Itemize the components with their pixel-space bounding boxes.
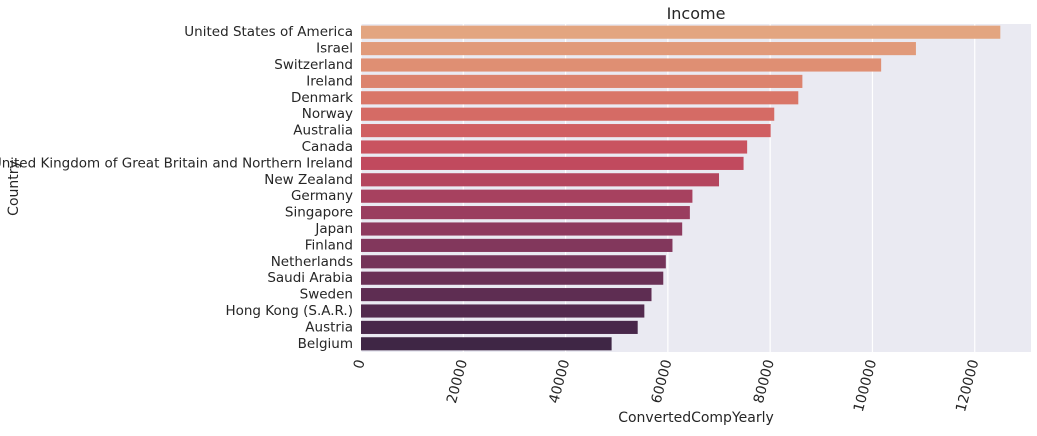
y-axis-label: Country [6, 160, 22, 216]
bar [361, 124, 771, 138]
y-tick-label: Norway [302, 106, 353, 122]
x-tick-label: 100000 [851, 358, 880, 414]
y-tick-label: Saudi Arabia [267, 270, 353, 286]
y-tick-label: Japan [314, 221, 353, 237]
bar [361, 206, 690, 220]
y-tick-label: Hong Kong (S.A.R.) [225, 303, 353, 319]
y-tick-label: Germany [291, 188, 353, 204]
y-tick-label: Israel [316, 41, 353, 57]
bar [361, 42, 916, 56]
bar [361, 255, 666, 269]
y-tick-label: Belgium [298, 336, 353, 352]
y-tick-label: Canada [302, 139, 353, 155]
y-tick-label: Ireland [306, 73, 353, 89]
x-tick-label: 20000 [444, 358, 471, 405]
bar [361, 173, 720, 187]
y-tick-label: Austria [305, 319, 353, 335]
bar [361, 189, 693, 203]
chart-title: Income [667, 4, 726, 23]
bar [361, 288, 652, 302]
y-tick-label: Sweden [300, 287, 353, 303]
y-tick-labels: United States of AmericaIsraelSwitzerlan… [0, 24, 353, 352]
y-tick-label: Australia [293, 123, 353, 139]
y-tick-label: Singapore [285, 205, 353, 221]
bar [361, 238, 673, 252]
bars [361, 25, 1001, 351]
y-tick-label: Finland [305, 237, 353, 253]
x-tick-label: 40000 [546, 358, 573, 405]
x-tick-label: 0 [351, 358, 369, 371]
y-tick-label: Denmark [291, 90, 353, 106]
bar [361, 222, 683, 236]
x-tick-label: 80000 [751, 358, 778, 405]
y-tick-label: United States of America [184, 24, 353, 40]
bar [361, 74, 803, 88]
x-tick-label: 60000 [649, 358, 676, 405]
x-axis-label: ConvertedCompYearly [618, 410, 774, 426]
y-tick-label: New Zealand [264, 172, 353, 188]
bar [361, 271, 664, 285]
bar [361, 140, 748, 154]
bar [361, 58, 882, 72]
y-tick-label: Switzerland [274, 57, 353, 73]
bar [361, 320, 638, 334]
bar [361, 156, 744, 170]
bar [361, 107, 775, 121]
bar [361, 91, 799, 105]
y-tick-label: Netherlands [271, 254, 353, 270]
x-tick-labels: 0 20000 40000 60000 80000 100000 120000 [351, 358, 983, 414]
bar [361, 25, 1001, 39]
bar [361, 337, 612, 351]
bar [361, 304, 645, 318]
x-tick-label: 120000 [953, 358, 982, 414]
plot-background [361, 24, 1031, 352]
y-tick-label: United Kingdom of Great Britain and Nort… [0, 155, 353, 171]
